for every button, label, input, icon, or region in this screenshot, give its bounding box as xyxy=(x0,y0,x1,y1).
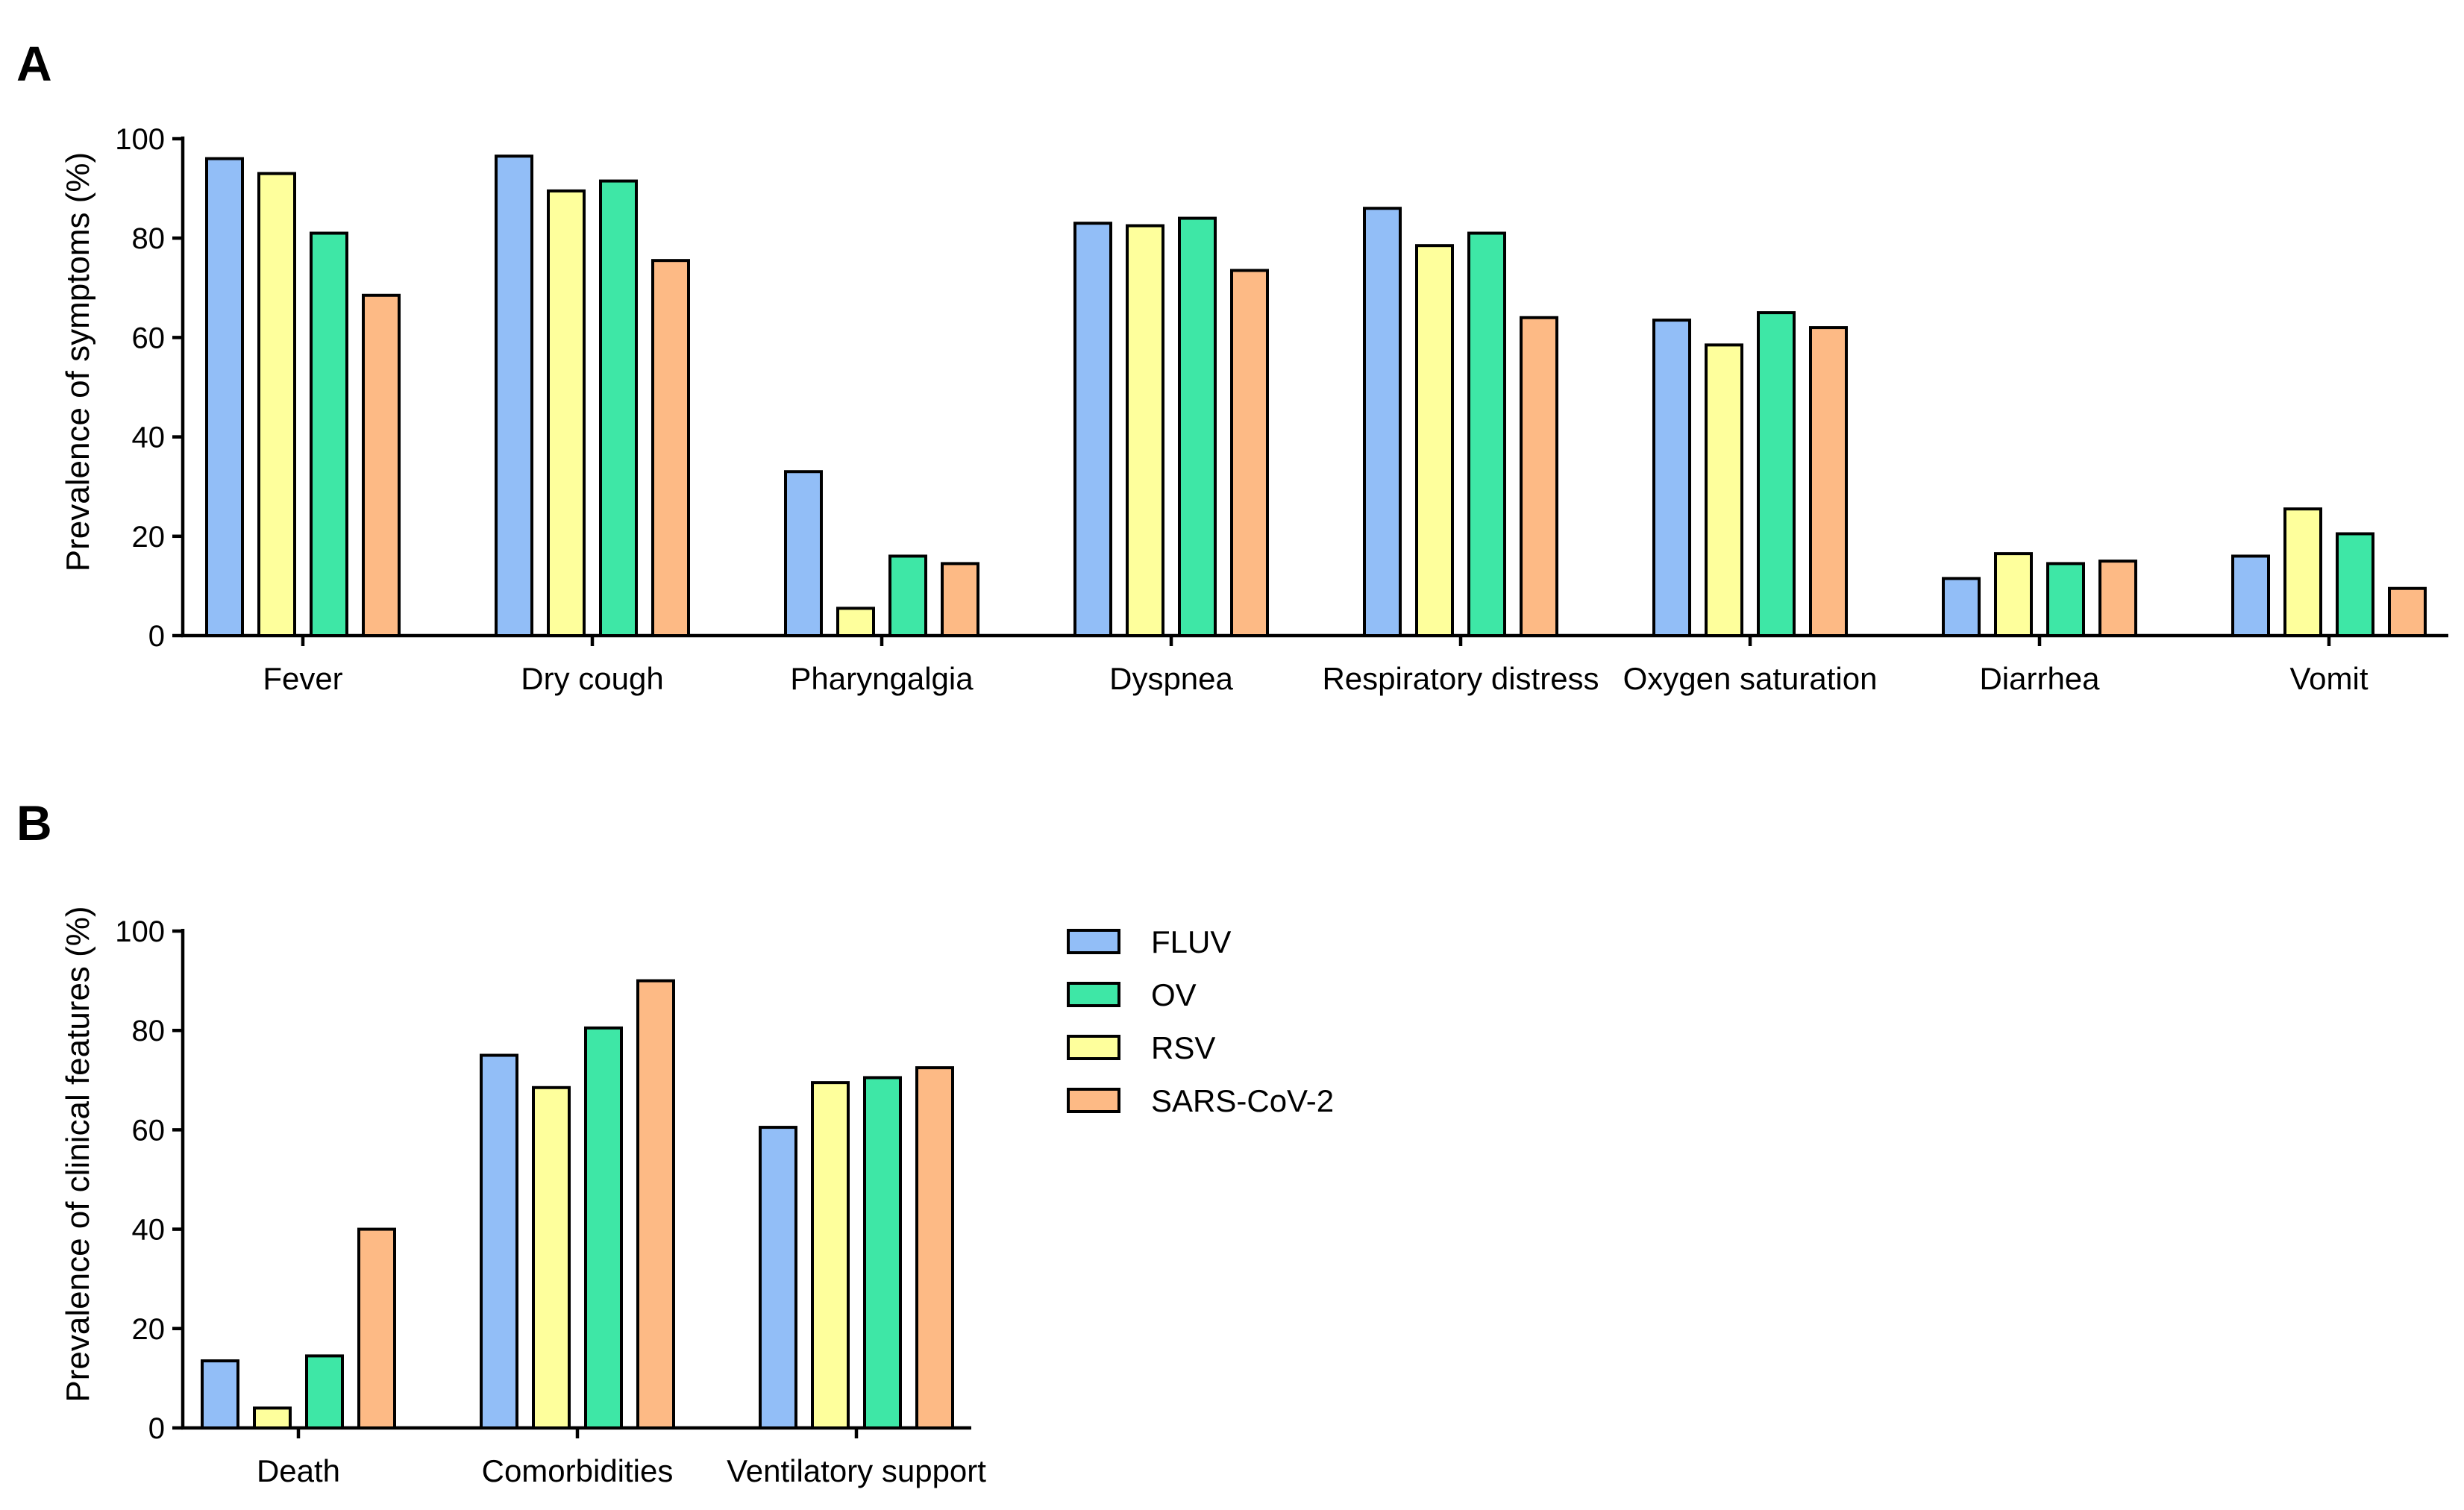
panel-b-label: B xyxy=(16,795,52,850)
panel-a-bar-vomit-sars-cov-2 xyxy=(2388,586,2427,637)
panel-a-bar-pharyngalgia-fluv xyxy=(784,470,823,637)
panel-a-label: A xyxy=(16,36,52,91)
panel-a-x-tick-label-dry-cough: Dry cough xyxy=(521,661,663,696)
panel-a-bar-fever-rsv xyxy=(257,172,296,637)
panel-a-x-tick-label-oxygen-saturation: Oxygen saturation xyxy=(1623,661,1878,696)
legend-swatch-rsv xyxy=(1067,1035,1120,1060)
panel-b-bar-comorbidities-fluv xyxy=(480,1053,518,1429)
panel-a-bar-respiratory-distress-fluv xyxy=(1363,207,1402,637)
panel-b-bar-comorbidities-rsv xyxy=(532,1085,571,1430)
panel-b-bar-death-ov xyxy=(305,1354,344,1430)
panel-a-bar-respiratory-distress-rsv xyxy=(1415,244,1454,637)
panel-a-y-tick-label-80: 80 xyxy=(132,222,166,255)
panel-b-bar-ventilatory-support-ov xyxy=(863,1076,902,1429)
panel-b-y-axis-label: Prevalence of clinical features (%) xyxy=(60,906,96,1402)
panel-a-bar-vomit-ov xyxy=(2336,532,2374,637)
panel-a-chart: A Prevalence of symptoms (%) 0 20 40 60 80 10… xyxy=(16,36,2448,696)
panel-a-y-axis-label: Prevalence of symptoms (%) xyxy=(60,152,96,571)
panel-b-y-tick-label-60: 60 xyxy=(132,1114,166,1147)
panel-a-bar-diarrhea-fluv xyxy=(1942,577,1981,637)
panel-a-bar-oxygen-saturation-rsv xyxy=(1705,343,1743,637)
panel-a-bar-diarrhea-ov xyxy=(2046,562,2085,637)
panel-b-x-tick-label-comorbidities: Comorbidities xyxy=(482,1453,674,1488)
panel-a-bar-dyspnea-ov xyxy=(1178,216,1217,637)
legend-label-ov: OV xyxy=(1151,977,1197,1012)
panel-a-bar-dry-cough-fluv xyxy=(495,154,533,637)
panel-a-bar-oxygen-saturation-fluv xyxy=(1652,319,1691,637)
panel-a-bar-vomit-rsv xyxy=(2283,507,2322,637)
panel-a-x-tick-label-vomit: Vomit xyxy=(2289,661,2368,696)
panel-b-x-tick-label-death: Death xyxy=(257,1453,340,1488)
panel-a-bar-respiratory-distress-ov xyxy=(1467,231,1506,638)
panel-a-y-tick-label-100: 100 xyxy=(115,123,165,156)
panel-b-bar-ventilatory-support-rsv xyxy=(811,1081,850,1429)
legend-label-fluv: FLUV xyxy=(1151,924,1231,959)
panel-b-bar-comorbidities-sars-cov-2 xyxy=(636,979,675,1429)
panel-a-bar-oxygen-saturation-ov xyxy=(1757,311,1796,637)
panel-a-bar-pharyngalgia-rsv xyxy=(836,607,875,637)
panel-b-bar-comorbidities-ov xyxy=(584,1026,623,1429)
panel-a-bar-fever-sars-cov-2 xyxy=(362,293,401,637)
panel-b-y-tick-label-0: 0 xyxy=(148,1412,165,1445)
panel-b-bar-ventilatory-support-fluv xyxy=(759,1126,797,1429)
panel-b-x-tick-label-ventilatory-support: Ventilatory support xyxy=(727,1453,986,1488)
panel-b-bar-ventilatory-support-sars-cov-2 xyxy=(915,1066,954,1430)
legend: FLUV OV RSV SARS-CoV-2 xyxy=(1067,924,1334,1118)
panel-b-y-tick-label-80: 80 xyxy=(132,1015,166,1047)
panel-a-y-tick-label-0: 0 xyxy=(148,620,165,653)
panel-b-y-tick-label-100: 100 xyxy=(115,915,165,948)
panel-a-bar-respiratory-distress-sars-cov-2 xyxy=(1520,316,1558,637)
panel-a-bar-pharyngalgia-sars-cov-2 xyxy=(941,562,979,637)
panel-a-bar-fever-ov xyxy=(310,231,348,638)
legend-label-rsv: RSV xyxy=(1151,1030,1215,1065)
panel-a-bar-dyspnea-fluv xyxy=(1073,222,1112,638)
panel-a-bar-diarrhea-rsv xyxy=(1994,552,2033,637)
panel-a-bar-diarrhea-sars-cov-2 xyxy=(2098,560,2137,637)
panel-a-x-tick-label-diarrhea: Diarrhea xyxy=(1979,661,2100,696)
panel-a-bar-pharyngalgia-ov xyxy=(888,554,927,637)
panel-a-bar-dry-cough-rsv xyxy=(547,189,586,637)
panel-a-bar-dyspnea-sars-cov-2 xyxy=(1230,269,1269,637)
panel-a-x-tick-label-fever: Fever xyxy=(263,661,342,696)
panel-a-bar-oxygen-saturation-sars-cov-2 xyxy=(1809,326,1848,637)
panel-b-y-tick-label-20: 20 xyxy=(132,1313,166,1346)
panel-b-y-tick-label-40: 40 xyxy=(132,1214,166,1247)
legend-swatch-sars-cov-2 xyxy=(1067,1088,1120,1113)
legend-swatch-ov xyxy=(1067,982,1120,1007)
legend-label-sars-cov-2: SARS-CoV-2 xyxy=(1151,1083,1334,1118)
panel-a-y-tick-label-20: 20 xyxy=(132,521,166,554)
panel-b-bar-death-sars-cov-2 xyxy=(357,1227,396,1429)
panel-a-x-tick-label-dyspnea: Dyspnea xyxy=(1109,661,1233,696)
panel-a-bar-vomit-fluv xyxy=(2231,554,2270,637)
panel-a-bar-fever-fluv xyxy=(205,157,244,637)
panel-b-chart: B Prevalence of clinical features (%) 0 2… xyxy=(16,795,986,1488)
panel-a-y-tick-label-60: 60 xyxy=(132,322,166,354)
panel-b-bar-death-rsv xyxy=(253,1406,292,1429)
panel-a-bar-dry-cough-ov xyxy=(599,179,638,638)
panel-a-bar-dyspnea-rsv xyxy=(1126,224,1164,637)
panel-a-x-tick-label-respiratory-distress: Respiratory distress xyxy=(1322,661,1599,696)
panel-b-bar-death-fluv xyxy=(201,1359,239,1429)
legend-swatch-fluv xyxy=(1067,929,1120,954)
panel-a-bar-dry-cough-sars-cov-2 xyxy=(651,259,690,637)
panel-a-x-tick-label-pharyngalgia: Pharyngalgia xyxy=(790,661,974,696)
panel-a-y-tick-label-40: 40 xyxy=(132,422,166,454)
